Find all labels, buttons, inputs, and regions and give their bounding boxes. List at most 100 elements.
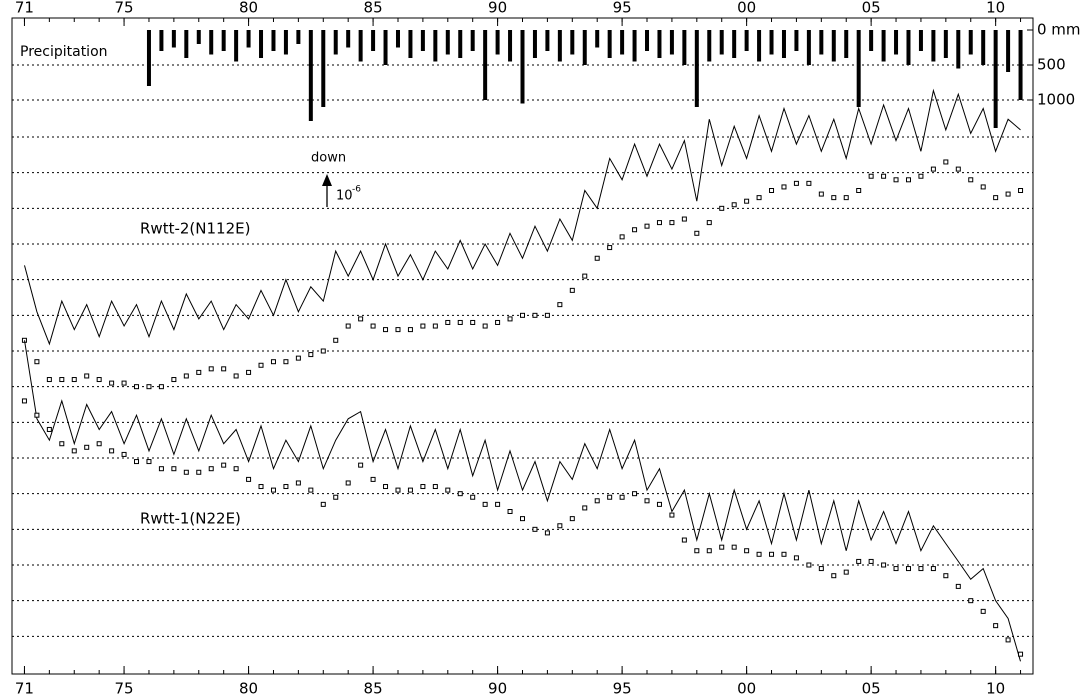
smoothed-point xyxy=(21,398,27,404)
smoothed-point xyxy=(370,476,376,482)
smoothed-point xyxy=(71,448,77,454)
arrow-head xyxy=(322,174,332,186)
x-tick-label-bottom: 85 xyxy=(364,680,383,698)
smoothed-point xyxy=(482,323,488,329)
smoothed-point xyxy=(706,548,712,554)
x-tick-label-bottom: 10 xyxy=(986,680,1005,698)
smoothed-point xyxy=(34,359,40,365)
precip-bar xyxy=(383,30,388,65)
precip-bar xyxy=(931,30,936,62)
x-tick-label-top: 71 xyxy=(15,0,34,17)
x-tick-label-top: 80 xyxy=(239,0,258,17)
precip-bar xyxy=(283,30,288,55)
smoothed-point xyxy=(59,441,65,447)
smoothed-point xyxy=(881,173,887,179)
precip-bar xyxy=(732,30,737,58)
smoothed-point xyxy=(134,384,140,390)
smoothed-point xyxy=(109,448,115,454)
smoothed-point xyxy=(96,441,102,447)
smoothed-point xyxy=(445,319,451,325)
smoothed-point xyxy=(619,234,625,240)
smoothed-point xyxy=(781,551,787,557)
smoothed-point xyxy=(769,188,775,193)
precip-bar xyxy=(657,30,662,58)
precip-bar xyxy=(234,30,239,62)
smoothed-point xyxy=(46,377,52,383)
x-tick-label-top: 95 xyxy=(613,0,632,17)
precip-bar xyxy=(408,30,413,58)
smoothed-point xyxy=(694,230,700,236)
smoothed-point xyxy=(955,583,961,589)
smoothed-point xyxy=(532,312,538,318)
smoothed-point xyxy=(457,491,463,497)
smoothed-point xyxy=(71,377,77,383)
smoothed-point xyxy=(196,469,202,475)
precip-bar xyxy=(395,30,400,48)
x-tick-label-bottom: 00 xyxy=(737,680,756,698)
x-tick-label-bottom: 90 xyxy=(488,680,507,698)
precip-bar xyxy=(669,30,674,55)
smoothed-point xyxy=(893,177,899,183)
smoothed-point xyxy=(358,462,364,468)
smoothed-point xyxy=(221,366,227,372)
smoothed-point xyxy=(495,501,501,507)
smoothed-point xyxy=(930,566,936,572)
smoothed-point xyxy=(121,451,127,457)
smoothed-point xyxy=(84,373,90,379)
smoothed-point xyxy=(507,509,513,514)
smoothed-point xyxy=(955,166,961,172)
precip-bar xyxy=(483,30,488,100)
x-tick-label-bottom: 71 xyxy=(15,680,34,698)
smoothed-point xyxy=(793,555,799,561)
smoothed-point xyxy=(831,195,837,201)
precip-bar xyxy=(358,30,363,62)
smoothed-point xyxy=(968,177,974,183)
smoothed-point xyxy=(34,412,40,418)
precip-bar xyxy=(545,30,550,51)
smoothed-point xyxy=(370,323,376,329)
smoothed-point xyxy=(507,316,513,322)
precip-bar xyxy=(346,30,351,48)
smoothed-point xyxy=(520,516,525,522)
smoothed-point xyxy=(694,548,700,554)
smoothed-point xyxy=(544,312,550,318)
y-tick-label: 500 xyxy=(1037,56,1066,74)
smoothed-point xyxy=(283,359,289,365)
smoothed-point xyxy=(532,526,538,532)
smoothed-point xyxy=(831,573,837,579)
smoothed-point xyxy=(557,302,563,308)
smoothed-point xyxy=(457,319,463,325)
scale-base: 10 xyxy=(336,189,353,204)
smoothed-point xyxy=(594,498,600,504)
smoothed-point xyxy=(320,348,326,354)
precip-bar xyxy=(445,30,450,55)
y-tick-label: 0 mm xyxy=(1037,21,1081,39)
precip-bar xyxy=(682,30,687,65)
precip-bar xyxy=(371,30,376,51)
y-tick-label: 1000 xyxy=(1037,91,1075,109)
precip-bar xyxy=(607,30,612,58)
precip-bar xyxy=(171,30,176,48)
smoothed-point xyxy=(395,487,401,493)
precip-bar xyxy=(246,30,251,48)
smoothed-point xyxy=(719,205,725,211)
precip-bar xyxy=(595,30,600,48)
smoothed-point xyxy=(868,173,874,179)
smoothed-point xyxy=(383,327,389,333)
smoothed-point xyxy=(756,551,762,557)
precip-bar xyxy=(894,30,899,55)
smoothed-point xyxy=(594,255,600,261)
precip-bar xyxy=(458,30,463,58)
smoothed-point xyxy=(818,191,824,197)
smoothed-point xyxy=(656,501,662,507)
smoothed-point xyxy=(196,369,202,375)
smoothed-point xyxy=(158,384,164,390)
smoothed-point xyxy=(333,337,339,343)
precip-bar xyxy=(856,30,861,107)
smoothed-point xyxy=(943,159,949,165)
smoothed-point xyxy=(893,566,899,572)
smoothed-point xyxy=(968,598,974,604)
precip-bar xyxy=(582,30,587,65)
smoothed-point xyxy=(905,566,911,572)
